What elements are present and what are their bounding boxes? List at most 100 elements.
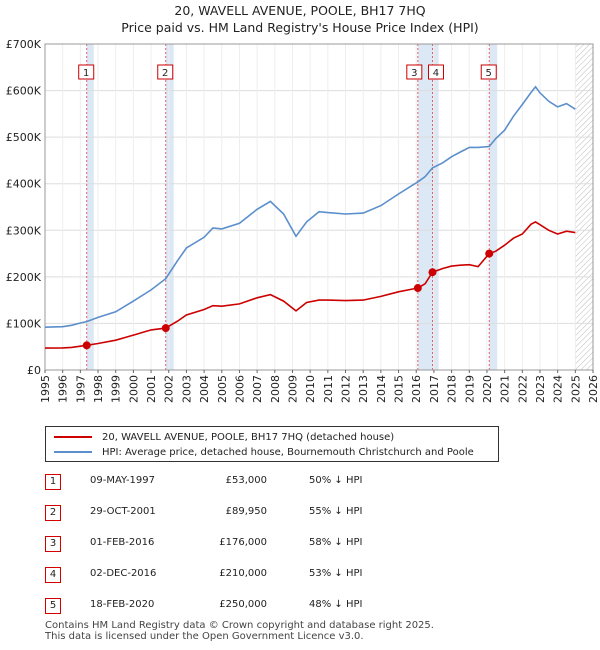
sale-price: £250,000 bbox=[219, 599, 267, 610]
sale-hpi-diff: 50% ↓ HPI bbox=[309, 475, 363, 486]
x-tick-label: 2017 bbox=[428, 375, 441, 403]
table-row: 3 01-FEB-2016 £176,000 58% ↓ HPI bbox=[45, 534, 465, 554]
y-tick-label: £600K bbox=[6, 85, 42, 98]
y-tick-label: £0 bbox=[27, 364, 41, 377]
x-tick-label: 2018 bbox=[446, 375, 459, 403]
sale-number-badge: 2 bbox=[45, 505, 61, 521]
sale-label-box bbox=[406, 64, 423, 80]
legend-label-hpi: HPI: Average price, detached house, Bour… bbox=[102, 446, 474, 458]
y-tick-label: £200K bbox=[6, 271, 42, 284]
sale-point bbox=[82, 341, 91, 350]
sale-hpi-diff: 53% ↓ HPI bbox=[309, 568, 363, 579]
sale-band bbox=[165, 44, 174, 370]
title-line-1: 20, WAVELL AVENUE, POOLE, BH17 7HQ bbox=[174, 3, 426, 18]
x-tick-label: 2006 bbox=[233, 375, 246, 403]
x-tick-label: 2024 bbox=[552, 375, 565, 403]
x-tick-label: 2005 bbox=[216, 375, 229, 403]
sale-date: 18-FEB-2020 bbox=[90, 599, 155, 610]
sale-hpi-diff: 48% ↓ HPI bbox=[309, 599, 363, 610]
x-tick-label: 2000 bbox=[127, 375, 140, 403]
sale-number-badge: 4 bbox=[45, 567, 61, 583]
x-tick-label: 2014 bbox=[375, 375, 388, 403]
sale-point bbox=[161, 324, 170, 333]
x-tick-label: 2013 bbox=[357, 375, 370, 403]
chart-title: 20, WAVELL AVENUE, POOLE, BH17 7HQ Price… bbox=[0, 2, 600, 36]
x-tick-label: 2010 bbox=[304, 375, 317, 403]
legend-swatch-property bbox=[54, 436, 92, 438]
x-tick-label: 2021 bbox=[499, 375, 512, 403]
x-tick-label: 2025 bbox=[569, 375, 582, 403]
x-tick-label: 2016 bbox=[410, 375, 423, 403]
sale-label: 2 bbox=[157, 64, 174, 80]
sale-date: 29-OCT-2001 bbox=[90, 506, 156, 517]
title-line-2: Price paid vs. HM Land Registry's House … bbox=[121, 20, 479, 35]
forecast-region bbox=[575, 44, 593, 370]
x-tick-label: 2020 bbox=[481, 375, 494, 403]
sale-label-box bbox=[480, 64, 497, 80]
sale-price: £89,950 bbox=[225, 506, 267, 517]
table-row: 5 18-FEB-2020 £250,000 48% ↓ HPI bbox=[45, 596, 465, 616]
x-tick-label: 1996 bbox=[57, 375, 70, 403]
y-tick-label: £100K bbox=[6, 317, 42, 330]
legend-swatch-hpi bbox=[54, 451, 92, 453]
y-tick-label: £300K bbox=[6, 224, 42, 237]
sale-label-box bbox=[427, 64, 444, 80]
y-tick-label: £400K bbox=[6, 178, 42, 191]
sale-label: 5 bbox=[480, 64, 497, 80]
legend-item-hpi: HPI: Average price, detached house, Bour… bbox=[54, 445, 474, 459]
sale-date: 02-DEC-2016 bbox=[90, 568, 157, 579]
legend: 20, WAVELL AVENUE, POOLE, BH17 7HQ (deta… bbox=[45, 426, 499, 462]
legend-label-property: 20, WAVELL AVENUE, POOLE, BH17 7HQ (deta… bbox=[102, 431, 395, 443]
x-tick-label: 1998 bbox=[92, 375, 105, 403]
sale-number-badge: 1 bbox=[45, 474, 61, 490]
footer-copyright: Contains HM Land Registry data © Crown c… bbox=[45, 620, 434, 631]
x-tick-label: 2007 bbox=[251, 375, 264, 403]
sale-label-text: 2 bbox=[162, 68, 168, 79]
sale-price: £176,000 bbox=[219, 537, 267, 548]
x-tick-label: 2001 bbox=[145, 375, 158, 403]
x-tick-label: 2015 bbox=[393, 375, 406, 403]
table-row: 2 29-OCT-2001 £89,950 55% ↓ HPI bbox=[45, 503, 465, 523]
plot-area bbox=[45, 44, 593, 370]
x-tick-label: 1997 bbox=[74, 375, 87, 403]
sale-label-text: 3 bbox=[411, 68, 417, 79]
x-tick-label: 2023 bbox=[534, 375, 547, 403]
sale-hpi-diff: 55% ↓ HPI bbox=[309, 506, 363, 517]
sale-band bbox=[417, 44, 439, 370]
sale-hpi-diff: 58% ↓ HPI bbox=[309, 537, 363, 548]
price-chart: 1 2 3 4 5 £0 £100K £200K £300K £400K £500K £600K £70… bbox=[6, 38, 600, 403]
sale-number-badge: 3 bbox=[45, 536, 61, 552]
sale-label-text: 5 bbox=[486, 68, 492, 79]
legend-item-property: 20, WAVELL AVENUE, POOLE, BH17 7HQ (deta… bbox=[54, 430, 394, 444]
sale-point bbox=[413, 284, 422, 293]
x-tick-label: 2002 bbox=[163, 375, 176, 403]
plot-border bbox=[44, 43, 594, 371]
table-row: 1 09-MAY-1997 £53,000 50% ↓ HPI bbox=[45, 472, 465, 492]
x-tick-label: 2012 bbox=[340, 375, 353, 403]
sale-point bbox=[485, 249, 494, 258]
sale-price: £53,000 bbox=[225, 475, 267, 486]
sale-band bbox=[86, 44, 94, 370]
x-tick-label: 1995 bbox=[39, 375, 52, 403]
sale-label: 4 bbox=[427, 64, 444, 80]
x-tick-label: 2019 bbox=[463, 375, 476, 403]
x-tick-label: 2008 bbox=[269, 375, 282, 403]
footer: Contains HM Land Registry data © Crown c… bbox=[45, 620, 434, 642]
x-tick-label: 2011 bbox=[322, 375, 335, 403]
sale-label-box bbox=[78, 64, 95, 80]
x-tick-label: 2009 bbox=[286, 375, 299, 403]
sale-point bbox=[428, 268, 437, 277]
property-price-line bbox=[44, 220, 576, 349]
x-tick-label: 2022 bbox=[516, 375, 529, 403]
sale-number-badge: 5 bbox=[45, 598, 61, 614]
x-tick-label: 2003 bbox=[180, 375, 193, 403]
sale-date: 01-FEB-2016 bbox=[90, 537, 155, 548]
sale-date: 09-MAY-1997 bbox=[90, 475, 156, 486]
x-tick-label: 2004 bbox=[198, 375, 211, 403]
sale-label-text: 1 bbox=[83, 68, 89, 79]
table-row: 4 02-DEC-2016 £210,000 53% ↓ HPI bbox=[45, 565, 465, 585]
y-tick-label: £500K bbox=[6, 131, 42, 144]
sale-band bbox=[489, 44, 498, 370]
footer-licence: This data is licensed under the Open Gov… bbox=[45, 631, 364, 642]
x-tick-label: 2026 bbox=[587, 375, 600, 403]
